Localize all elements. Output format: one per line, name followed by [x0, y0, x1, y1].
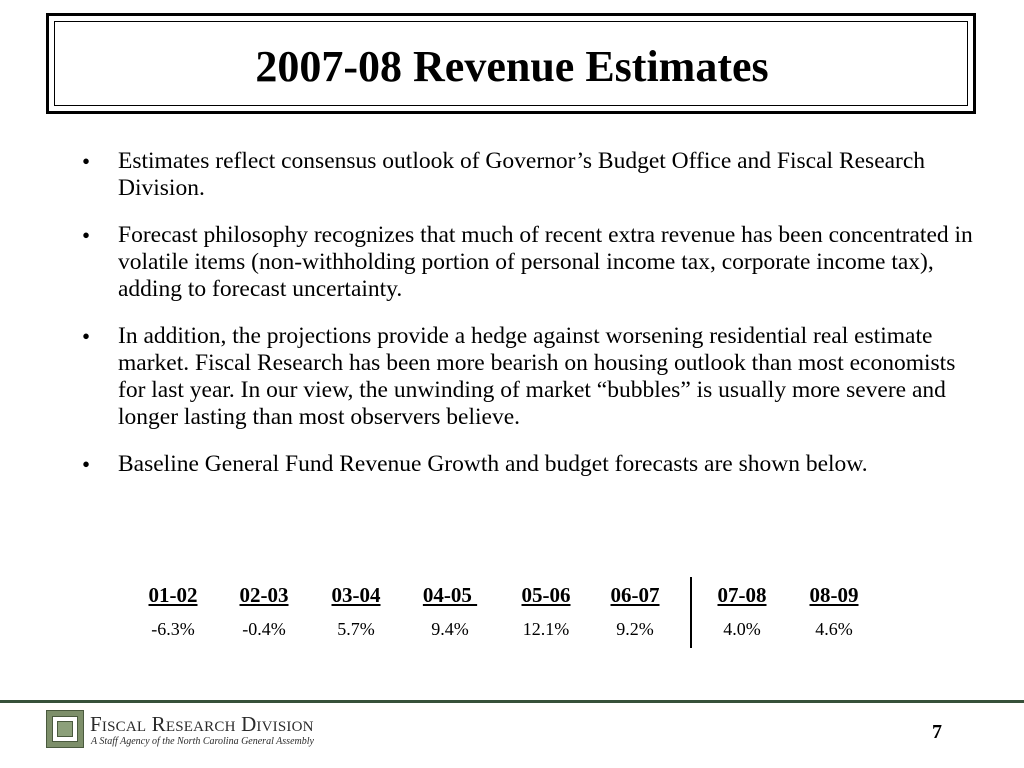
growth-value: 5.7% — [337, 619, 375, 639]
growth-column: 08-09 4.6% — [794, 582, 874, 640]
bullet-item: • Estimates reflect consensus outlook of… — [80, 148, 980, 202]
growth-column: 05-06 12.1% — [506, 582, 586, 640]
growth-column: 03-04 5.7% — [316, 582, 396, 640]
org-name: Fiscal Research Division — [90, 712, 314, 736]
growth-value: 4.0% — [723, 619, 761, 639]
growth-value: 9.4% — [431, 619, 469, 639]
slide-title: 2007-08 Revenue Estimates — [255, 42, 769, 91]
fiscal-year-label: 07-08 — [717, 583, 767, 607]
growth-value: 9.2% — [616, 619, 654, 639]
fiscal-year-label: 06-07 — [610, 583, 660, 607]
bullet-list: • Estimates reflect consensus outlook of… — [80, 148, 980, 498]
bullet-dot-icon: • — [82, 324, 91, 349]
bullet-dot-icon: • — [82, 149, 91, 174]
fiscal-year-label: 08-09 — [809, 583, 859, 607]
bullet-dot-icon: • — [82, 452, 91, 477]
growth-column: 06-07 9.2% — [595, 582, 675, 640]
org-subtitle: A Staff Agency of the North Carolina Gen… — [91, 736, 314, 747]
growth-column: 04-05 9.4% — [410, 582, 490, 640]
bullet-text: Baseline General Fund Revenue Growth and… — [118, 451, 868, 477]
forecast-divider-line — [690, 577, 692, 648]
bullet-item: • Forecast philosophy recognizes that mu… — [80, 222, 980, 303]
fiscal-year-label: 02-03 — [239, 583, 289, 607]
title-frame-inner-border — [54, 21, 968, 106]
bullet-text: Forecast philosophy recognizes that much… — [118, 222, 973, 302]
bullet-item: • In addition, the projections provide a… — [80, 323, 980, 431]
bullet-text: In addition, the projections provide a h… — [118, 323, 956, 430]
footer-rule — [0, 700, 1024, 703]
growth-column: 02-03 -0.4% — [224, 582, 304, 640]
page-number: 7 — [932, 721, 942, 743]
growth-value: 12.1% — [522, 619, 570, 639]
growth-value: -0.4% — [242, 619, 286, 639]
fiscal-year-label: 01-02 — [148, 583, 198, 607]
bullet-item: • Baseline General Fund Revenue Growth a… — [80, 451, 980, 478]
fiscal-research-logo-icon — [46, 710, 84, 748]
revenue-growth-table: 01-02 -6.3% 02-03 -0.4% 03-04 5.7% 04-05… — [138, 582, 878, 652]
fiscal-year-label: 03-04 — [331, 583, 381, 607]
growth-column: 01-02 -6.3% — [133, 582, 213, 640]
title-frame — [46, 13, 976, 114]
growth-value: 4.6% — [815, 619, 853, 639]
fiscal-year-label: 05-06 — [521, 583, 571, 607]
growth-column: 07-08 4.0% — [702, 582, 782, 640]
bullet-text: Estimates reflect consensus outlook of G… — [118, 148, 926, 201]
bullet-dot-icon: • — [82, 223, 91, 248]
growth-value: -6.3% — [151, 619, 195, 639]
fiscal-year-label: 04-05 — [422, 583, 478, 607]
